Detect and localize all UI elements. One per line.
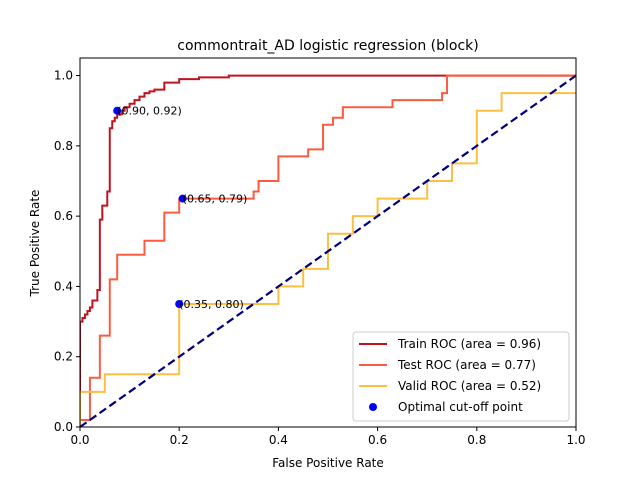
- legend-entry-label: Optimal cut-off point: [398, 400, 523, 414]
- x-tick-label: 1.0: [566, 433, 585, 447]
- roc-line-valid: [80, 92, 576, 427]
- x-tick-label: 0.8: [467, 433, 486, 447]
- optimal-point-marker: [178, 194, 187, 203]
- y-tick-label: 0.8: [54, 139, 73, 153]
- optimal-point-label: (0.65, 0.79): [183, 193, 248, 206]
- chart-title: commontrait_AD logistic regression (bloc…: [177, 38, 479, 54]
- legend-entry-label: Test ROC (area = 0.77): [397, 358, 536, 372]
- y-tick-label: 0.4: [54, 279, 73, 293]
- optimal-point-label: (0.90, 0.92): [117, 105, 182, 118]
- legend-box: [352, 331, 570, 422]
- series-group: [80, 74, 576, 427]
- plot-area: (0.90, 0.92) (0.65, 0.79) (0.35, 0.80): [80, 74, 576, 427]
- axis-ticks: 0.0 0.2 0.4 0.6 0.8 1.0 0.0 0.2 0.4 0.6 0.8 1.0: [54, 69, 586, 447]
- axes-frame: [79, 57, 577, 428]
- y-tick-label: 0.6: [54, 209, 73, 223]
- y-tick-label: 1.0: [54, 69, 73, 83]
- y-tick-label: 0.0: [54, 420, 73, 434]
- optimal-point-marker: [113, 106, 122, 115]
- y-axis-label: True Positive Rate: [28, 190, 42, 298]
- roc-line-train: [80, 74, 576, 427]
- y-tick-label: 0.2: [54, 350, 73, 364]
- chance-diagonal-line: [80, 74, 576, 427]
- x-tick-label: 0.2: [170, 433, 189, 447]
- x-tick-label: 0.4: [269, 433, 288, 447]
- legend: Train ROC (area = 0.96) Test ROC (area = …: [352, 331, 570, 422]
- legend-dot-swatch: [369, 403, 377, 411]
- x-tick-label: 0.0: [70, 433, 89, 447]
- x-axis-label: False Positive Rate: [272, 456, 384, 470]
- optimal-point-marker: [175, 300, 184, 308]
- optimal-point-label: (0.35, 0.80): [179, 298, 244, 311]
- legend-entry-label: Train ROC (area = 0.96): [397, 337, 541, 351]
- legend-entry-label: Valid ROC (area = 0.52): [398, 379, 541, 393]
- x-tick-label: 0.6: [368, 433, 387, 447]
- roc-line-test: [80, 74, 576, 427]
